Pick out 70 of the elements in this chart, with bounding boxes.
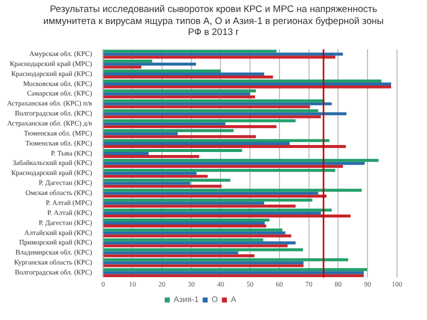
bar (104, 139, 330, 142)
bar (104, 152, 149, 155)
bar (104, 72, 264, 76)
bar (104, 119, 296, 122)
bar (104, 244, 288, 248)
bar (104, 268, 368, 272)
bar (104, 89, 256, 92)
bar (104, 178, 230, 182)
bar (104, 125, 276, 128)
bar (104, 135, 256, 138)
bar (104, 102, 332, 106)
bar (104, 142, 290, 146)
bar (104, 241, 296, 244)
bar (104, 218, 270, 222)
bar (104, 202, 264, 205)
bar (104, 145, 346, 148)
bar (104, 208, 332, 212)
bar (104, 194, 326, 198)
bar (104, 105, 310, 108)
bar (104, 198, 312, 202)
bar (104, 115, 321, 118)
bar (104, 214, 351, 218)
bar (104, 234, 292, 238)
bar (104, 82, 392, 86)
bar (104, 188, 362, 192)
bar (104, 76, 273, 78)
bar (104, 204, 296, 208)
chart-title: Результаты исследований сывороток крови КРС и МРС на напряженность иммунитета к вирусам ящура типов А, О и Азия-1 в регионах буферной зоны РФ в 2013 г (42, 3, 385, 40)
bar (104, 264, 304, 268)
bar (104, 122, 226, 126)
bar (104, 271, 364, 274)
bar (104, 224, 266, 228)
bar (104, 261, 304, 264)
bar (104, 182, 190, 185)
legend-label: Азия-1 (174, 295, 200, 304)
bar (104, 129, 234, 132)
legend-label: А (230, 295, 237, 304)
bar (104, 238, 264, 242)
bar (104, 158, 378, 162)
bar (104, 251, 238, 254)
bar (104, 212, 321, 215)
bar (104, 162, 365, 165)
bar (104, 85, 392, 88)
bar (104, 92, 250, 96)
bar (104, 164, 343, 168)
legend-label: О (212, 295, 218, 304)
bar (104, 79, 382, 82)
bar (104, 95, 256, 98)
bar (104, 132, 178, 136)
bar (104, 168, 336, 172)
bar (104, 62, 196, 66)
bar (104, 221, 265, 224)
bar (104, 248, 303, 252)
bar (104, 109, 318, 112)
bar (104, 70, 221, 73)
bar (104, 56, 336, 59)
bar (104, 52, 343, 56)
bar (104, 258, 348, 262)
bar (104, 50, 276, 53)
bar (104, 172, 197, 175)
bar (104, 60, 152, 63)
bar (104, 274, 364, 278)
bar (104, 99, 324, 102)
bar (104, 154, 200, 158)
bar (104, 174, 208, 178)
bar (104, 149, 242, 152)
bar (104, 231, 286, 234)
bar (104, 228, 282, 232)
bar (104, 192, 318, 195)
bar (104, 66, 142, 69)
